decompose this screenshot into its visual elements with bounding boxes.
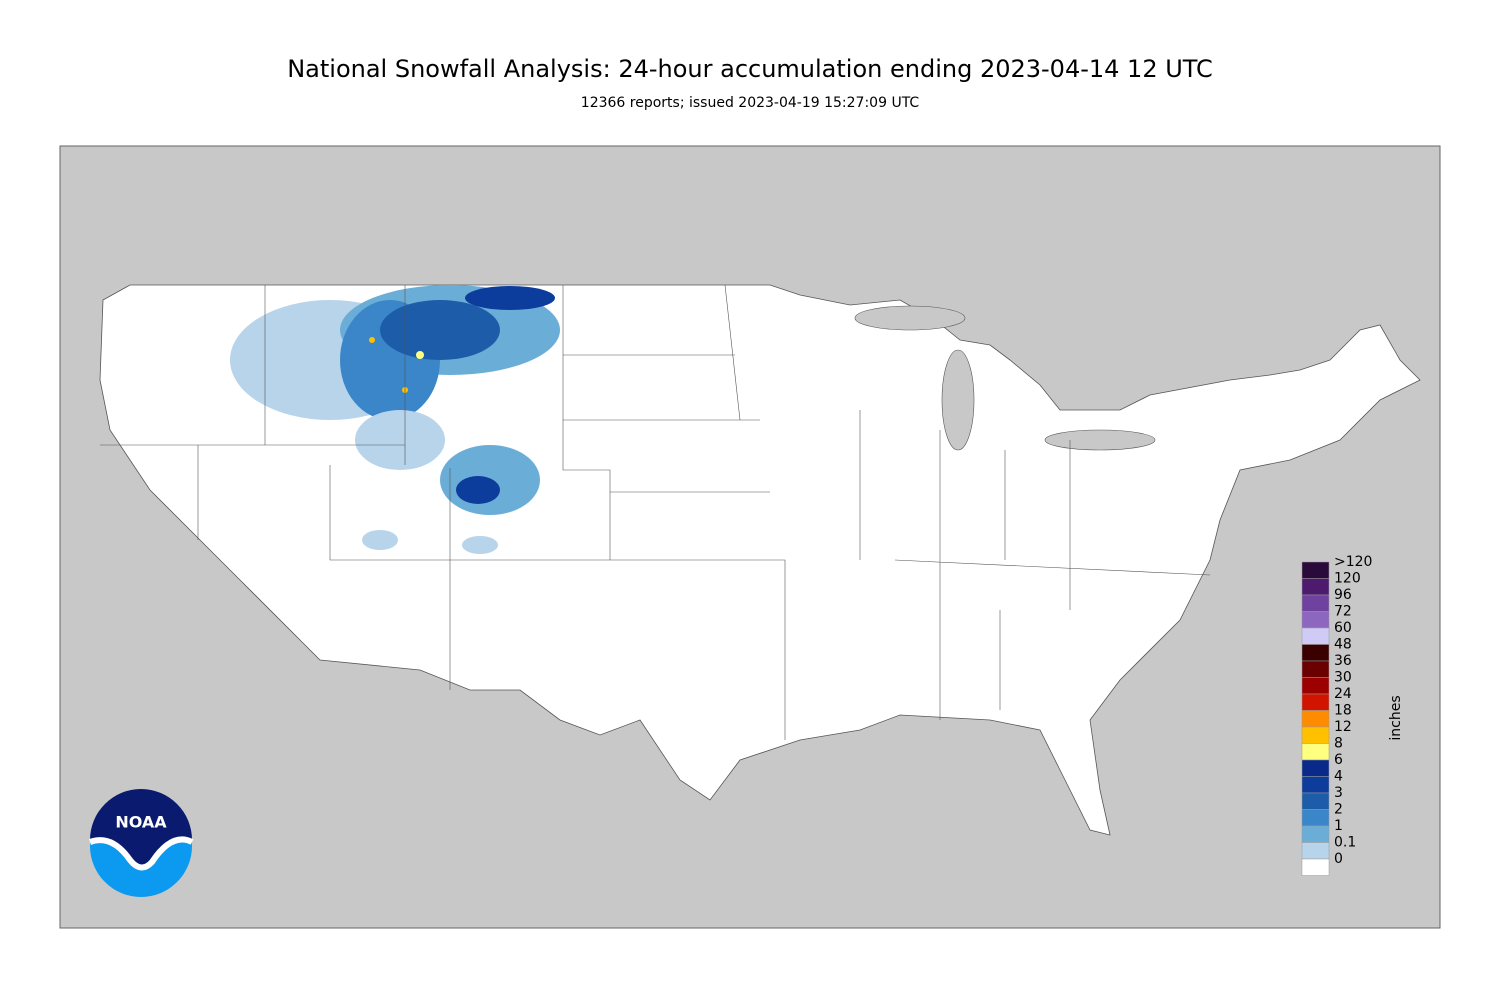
legend-label: 2 (1334, 802, 1343, 818)
snow-area (380, 300, 500, 360)
legend-swatch (1301, 726, 1330, 744)
legend-swatch (1301, 561, 1330, 579)
snow-area (456, 476, 500, 504)
legend-label: 1 (1334, 818, 1343, 834)
legend-swatch (1301, 578, 1330, 596)
snow-peak (369, 337, 375, 343)
legend-label: 36 (1334, 653, 1352, 669)
legend-label: 3 (1334, 785, 1343, 801)
legend-label: 60 (1334, 620, 1352, 636)
snow-areas (230, 285, 560, 554)
snow-area (465, 286, 555, 310)
map (59, 145, 1441, 929)
legend-swatch (1301, 759, 1330, 777)
legend-swatch (1301, 743, 1330, 761)
legend-swatch (1301, 627, 1330, 645)
lake-superior (854, 305, 966, 331)
lake-michigan (941, 349, 975, 451)
legend-swatch (1301, 809, 1330, 827)
legend-label: 0.1 (1334, 835, 1356, 851)
legend-label: 30 (1334, 670, 1352, 686)
legend-label: 6 (1334, 752, 1343, 768)
legend-label: 18 (1334, 703, 1352, 719)
logo-bird (88, 836, 194, 871)
legend-label: >120 (1334, 554, 1372, 570)
snow-area (362, 530, 398, 550)
title: National Snowfall Analysis: 24-hour accu… (287, 55, 1213, 83)
legend-swatch (1301, 825, 1330, 843)
legend-label: 12 (1334, 719, 1352, 735)
legend-swatch (1301, 842, 1330, 860)
noaa-logo: NOAA (88, 789, 194, 897)
snow-area (462, 536, 498, 554)
legend-label: 4 (1334, 769, 1343, 785)
legend-swatch (1301, 660, 1330, 678)
legend-label: 72 (1334, 604, 1352, 620)
snow-peak (416, 351, 424, 359)
legend-label: 96 (1334, 587, 1352, 603)
subtitle: 12366 reports; issued 2023-04-19 15:27:0… (581, 95, 920, 111)
legend-label: 24 (1334, 686, 1352, 702)
logo-text: NOAA (115, 813, 167, 832)
snow-area (355, 410, 445, 470)
legend-swatch (1301, 792, 1330, 810)
legend-swatch (1301, 776, 1330, 794)
legend-label: 120 (1334, 571, 1361, 587)
legend-swatch (1301, 644, 1330, 662)
legend-units: inches (1388, 695, 1404, 740)
logo-top (90, 789, 192, 865)
legend-swatch (1301, 594, 1330, 612)
legend-swatch (1301, 858, 1330, 876)
legend-label: 0 (1334, 851, 1343, 867)
state-lines (100, 284, 1211, 740)
legend-label: 48 (1334, 637, 1352, 653)
legend-swatch (1301, 677, 1330, 695)
legend-swatch (1301, 710, 1330, 728)
legend-label: 8 (1334, 736, 1343, 752)
legend-swatch (1301, 693, 1330, 711)
lake-erie (1044, 429, 1156, 451)
legend-swatch (1301, 611, 1330, 629)
